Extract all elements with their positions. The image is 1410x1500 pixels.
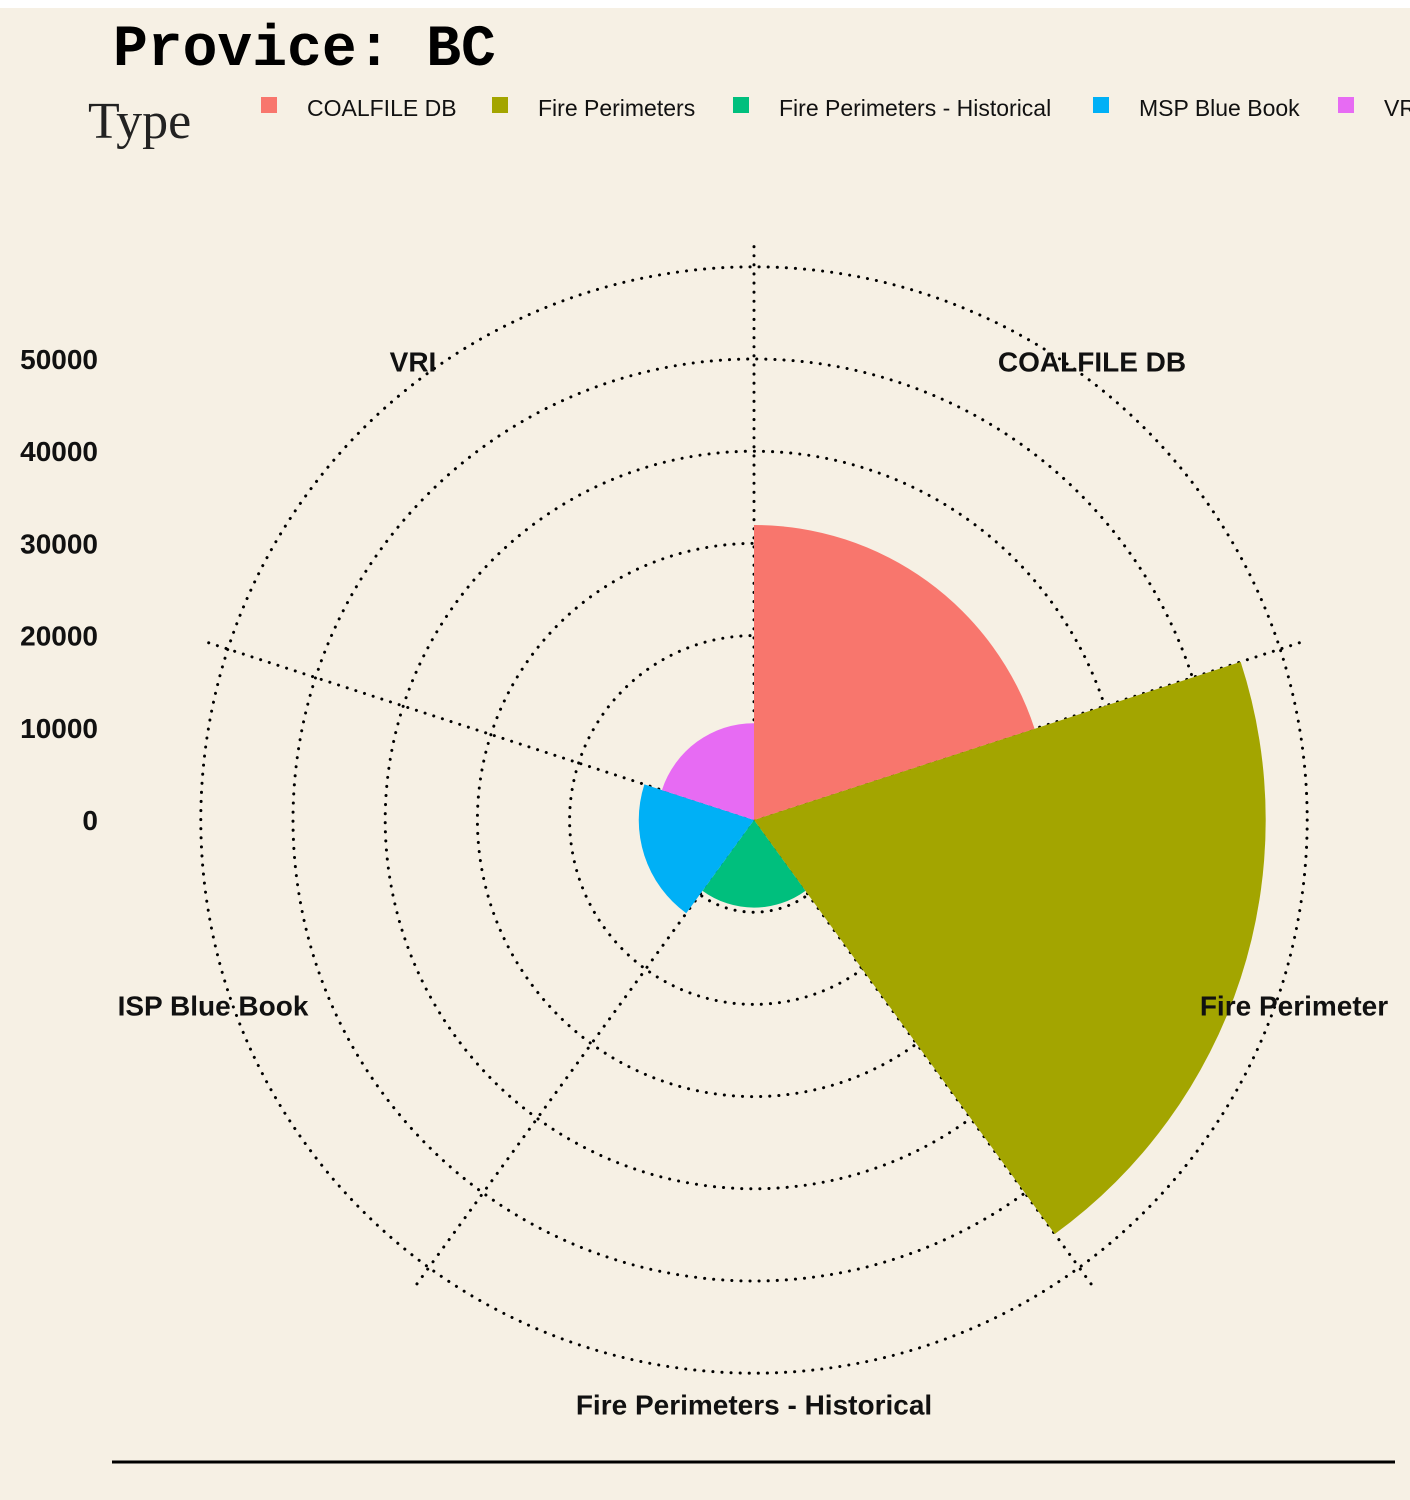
legend-title: Type	[88, 93, 191, 150]
category-label-2: Fire Perimeters - Historical	[576, 1389, 932, 1420]
grid-spoke-2	[752, 818, 1097, 1292]
y-tick-label-0: 0	[82, 805, 98, 836]
bar-fire-perimeters	[754, 661, 1266, 1234]
legend-key-4	[1338, 97, 1354, 113]
legend-label-4: VR	[1384, 95, 1410, 121]
legend: COALFILE DB Fire Perimeters Fire Perimeter…	[261, 95, 1410, 121]
legend-label-0: COALFILE DB	[307, 95, 457, 121]
grid-spoke-3	[411, 818, 756, 1292]
category-labels: COALFILE DB Fire Perimeter Fire Perimeters…	[118, 346, 1389, 1420]
bar-coalfile-db	[754, 524, 1035, 820]
y-tick-label-4: 40000	[20, 436, 98, 467]
bar-fire-perimeters-historical	[702, 820, 806, 908]
grid-spoke-4	[200, 639, 756, 822]
legend-label-2: Fire Perimeters - Historical	[779, 95, 1051, 121]
legend-key-3	[1093, 97, 1109, 113]
legend-key-0	[261, 97, 277, 113]
y-tick-label-2: 20000	[20, 621, 98, 652]
grid-circle-6	[199, 265, 1309, 1375]
y-axis-tick-labels: 0 10000 20000 30000 40000 50000	[20, 344, 98, 836]
legend-label-3: MSP Blue Book	[1139, 95, 1300, 121]
legend-label-1: Fire Perimeters	[538, 95, 695, 121]
category-label-4: VRI	[390, 346, 437, 377]
bar-vri	[661, 723, 754, 820]
legend-key-2	[733, 97, 749, 113]
plot-background: Provice: BC Type COALFILE DB Fire Perimet…	[0, 8, 1410, 1500]
chart-title: Provice: BC	[113, 18, 496, 83]
polar-bar-chart: Provice: BC Type COALFILE DB Fire Perimet…	[20, 18, 1410, 1464]
y-tick-label-5: 50000	[20, 344, 98, 375]
legend-key-1	[492, 97, 508, 113]
category-label-0: COALFILE DB	[998, 346, 1186, 377]
bar-msp-blue-book	[638, 784, 754, 914]
y-tick-label-1: 10000	[20, 713, 98, 744]
bars	[638, 524, 1266, 1234]
y-tick-label-3: 30000	[20, 528, 98, 559]
category-label-3: ISP Blue Book	[118, 990, 309, 1021]
category-label-1: Fire Perimeter	[1200, 990, 1388, 1021]
